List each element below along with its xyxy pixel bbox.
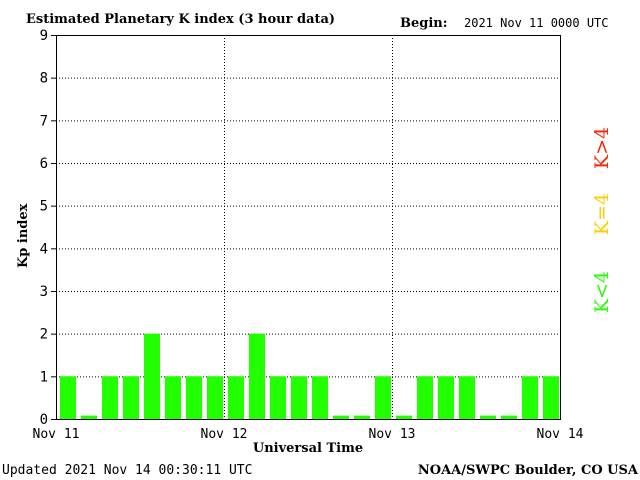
kp-bar — [396, 415, 412, 419]
updated-timestamp: Updated 2021 Nov 14 00:30:11 UTC — [2, 463, 252, 478]
begin-label: Begin: — [400, 16, 448, 31]
kp-bar — [228, 376, 244, 419]
y-tick-label: 3 — [40, 284, 48, 300]
kp-bar — [186, 376, 202, 419]
credit-text: NOAA/SWPC Boulder, CO USA — [418, 463, 639, 478]
kp-bar — [270, 376, 286, 419]
kp-bar — [312, 376, 328, 419]
y-tick-label: 5 — [40, 199, 48, 215]
kp-bar — [354, 415, 370, 419]
y-tick-label: 4 — [40, 241, 48, 257]
y-tick-label: 1 — [40, 369, 48, 385]
begin-value: 2021 Nov 11 0000 UTC — [464, 16, 609, 30]
kp-bar — [501, 415, 517, 419]
kp-bar — [438, 376, 454, 419]
kp-bar — [102, 376, 118, 419]
kp-bar — [543, 376, 559, 419]
kp-bar — [165, 376, 181, 419]
kp-bar — [249, 333, 265, 419]
kp-bar — [333, 415, 349, 419]
plot-frame — [56, 35, 561, 420]
kp-bar — [522, 376, 538, 419]
kp-bar — [375, 376, 391, 419]
kp-bar — [123, 376, 139, 419]
kp-bar — [459, 376, 475, 419]
chart-title: Estimated Planetary K index (3 hour data… — [26, 12, 335, 27]
kp-bar — [81, 415, 97, 419]
y-tick-label: 9 — [40, 28, 48, 44]
y-tick-label: 6 — [40, 156, 48, 172]
y-tick-label: 0 — [40, 412, 48, 428]
legend: K<4 K=4 K>4 — [591, 127, 613, 313]
legend-label: K>4 — [591, 127, 613, 169]
x-tick-label: Nov 13 — [369, 427, 416, 442]
y-tick-label: 7 — [40, 113, 48, 129]
y-tick-label: 8 — [40, 71, 48, 87]
legend-label: K<4 — [591, 271, 613, 313]
x-tick-label: Nov 11 — [33, 427, 80, 442]
x-tick-label: Nov 12 — [201, 427, 248, 442]
kp-bar — [291, 376, 307, 419]
y-axis-label: Kp index — [16, 203, 31, 268]
kp-bar — [480, 415, 496, 419]
kp-bar — [144, 333, 160, 419]
kp-bar — [60, 376, 76, 419]
plot-area: 0 1 2 3 4 5 6 7 8 9 Nov 11 Nov 12 Nov 13 Nov 14 — [33, 28, 584, 442]
kp-bar — [417, 376, 433, 419]
legend-label: K=4 — [591, 193, 613, 235]
kp-bar — [207, 376, 223, 419]
x-tick-label: Nov 14 — [537, 427, 584, 442]
x-axis-label: Universal Time — [253, 441, 363, 456]
y-tick-label: 2 — [40, 327, 48, 343]
